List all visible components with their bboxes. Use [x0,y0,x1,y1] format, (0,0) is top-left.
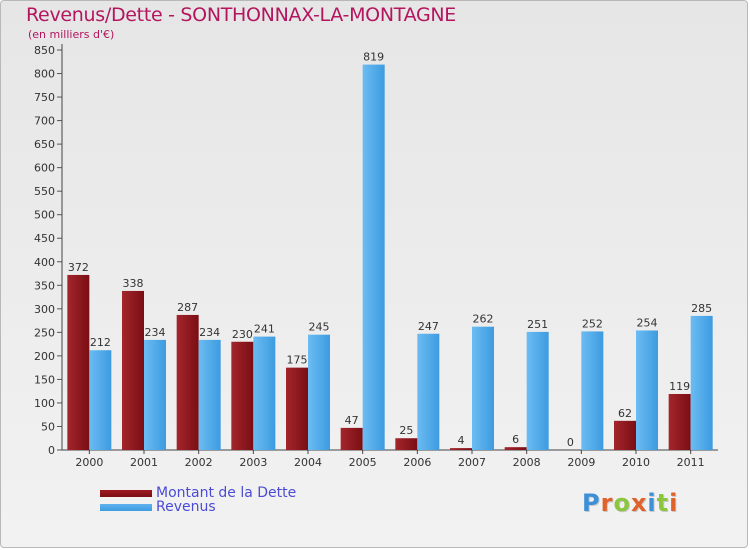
bar-revenus [308,334,330,450]
y-tick-label: 250 [34,326,55,339]
logo-letter: t [656,489,670,517]
bar-dette [67,274,90,450]
y-tick-label: 700 [34,115,55,128]
data-label: 62 [618,407,632,420]
x-tick-label: 2001 [130,456,158,469]
data-label: 6 [512,433,519,446]
legend-label-dette: Montant de la Dette [156,485,297,501]
bar-dette [122,290,144,450]
y-tick-label: 300 [34,303,55,316]
y-tick-label: 550 [34,185,55,198]
chart-title: Revenus/Dette - SONTHONNAX-LA-MONTAGNE [26,4,456,26]
data-label: 252 [582,317,603,330]
data-label: 254 [637,316,658,329]
y-tick-label: 0 [48,444,55,457]
legend-swatch-revenus [100,504,152,511]
bar-revenus [581,331,604,450]
y-tick-label: 650 [34,138,55,151]
data-label: 230 [232,328,253,341]
bar-dette [668,394,691,450]
legend-label-revenus: Revenus [156,499,216,515]
y-tick-label: 50 [41,420,55,433]
legend-swatch-dette [100,490,152,497]
x-tick-label: 2009 [567,456,595,469]
data-label: 338 [123,277,144,290]
data-label: 25 [399,424,413,437]
x-tick-label: 2008 [513,456,541,469]
x-tick-label: 2000 [75,456,103,469]
data-label: 175 [287,354,308,367]
x-tick-label: 2005 [349,456,377,469]
y-tick-label: 850 [34,44,55,57]
data-label: 212 [90,336,111,349]
data-label: 819 [363,51,384,64]
data-label: 251 [527,318,548,331]
logo-letter: x [630,489,648,517]
chart-subtitle: (en milliers d'€) [28,28,115,41]
y-tick-label: 450 [34,232,55,245]
logo-letter: i [647,489,657,517]
y-tick-label: 800 [34,68,55,81]
bar-dette [176,314,199,450]
y-tick-label: 600 [34,162,55,175]
bar-revenus [636,330,658,450]
data-label: 247 [418,320,439,333]
data-label: 234 [145,326,166,339]
bar-dette [340,427,363,450]
bar-revenus [89,350,112,450]
bar-revenus [144,339,166,450]
bar-dette [614,420,636,450]
x-tick-label: 2002 [185,456,213,469]
bar-revenus [198,339,221,450]
x-tick-label: 2003 [239,456,267,469]
y-tick-label: 100 [34,397,55,410]
bar-revenus [417,333,440,450]
x-tick-label: 2007 [458,456,486,469]
data-label: 245 [309,321,330,334]
x-tick-label: 2011 [677,456,705,469]
proxiti-logo: Proxiti [582,489,678,517]
data-label: 285 [691,302,712,315]
logo-letter: r [600,489,614,517]
bar-revenus [472,326,494,450]
bar-revenus [362,64,385,451]
data-label: 234 [199,326,220,339]
x-tick-label: 2006 [403,456,431,469]
data-label: 287 [177,301,198,314]
y-tick-label: 200 [34,350,55,363]
bar-dette [450,448,472,450]
bar-dette [286,367,308,450]
logo-letter: P [582,489,601,517]
data-label: 241 [254,323,275,336]
bar-revenus [526,331,549,450]
x-tick-label: 2004 [294,456,322,469]
bar-dette [231,341,254,450]
data-label: 262 [473,313,494,326]
data-label: 119 [669,380,690,393]
logo-letter: i [669,489,679,517]
data-label: 47 [345,414,359,427]
y-tick-label: 750 [34,91,55,104]
bar-revenus [253,336,276,450]
bar-dette [395,438,418,450]
bar-dette [504,447,527,450]
x-tick-label: 2010 [622,456,650,469]
y-tick-label: 400 [34,256,55,269]
y-tick-label: 350 [34,279,55,292]
bar-revenus [690,315,713,450]
logo-letter: o [613,489,631,517]
data-label: 4 [458,434,465,447]
data-label: 372 [68,261,89,274]
y-tick-label: 150 [34,373,55,386]
data-label: 0 [567,436,574,449]
y-tick-label: 500 [34,209,55,222]
